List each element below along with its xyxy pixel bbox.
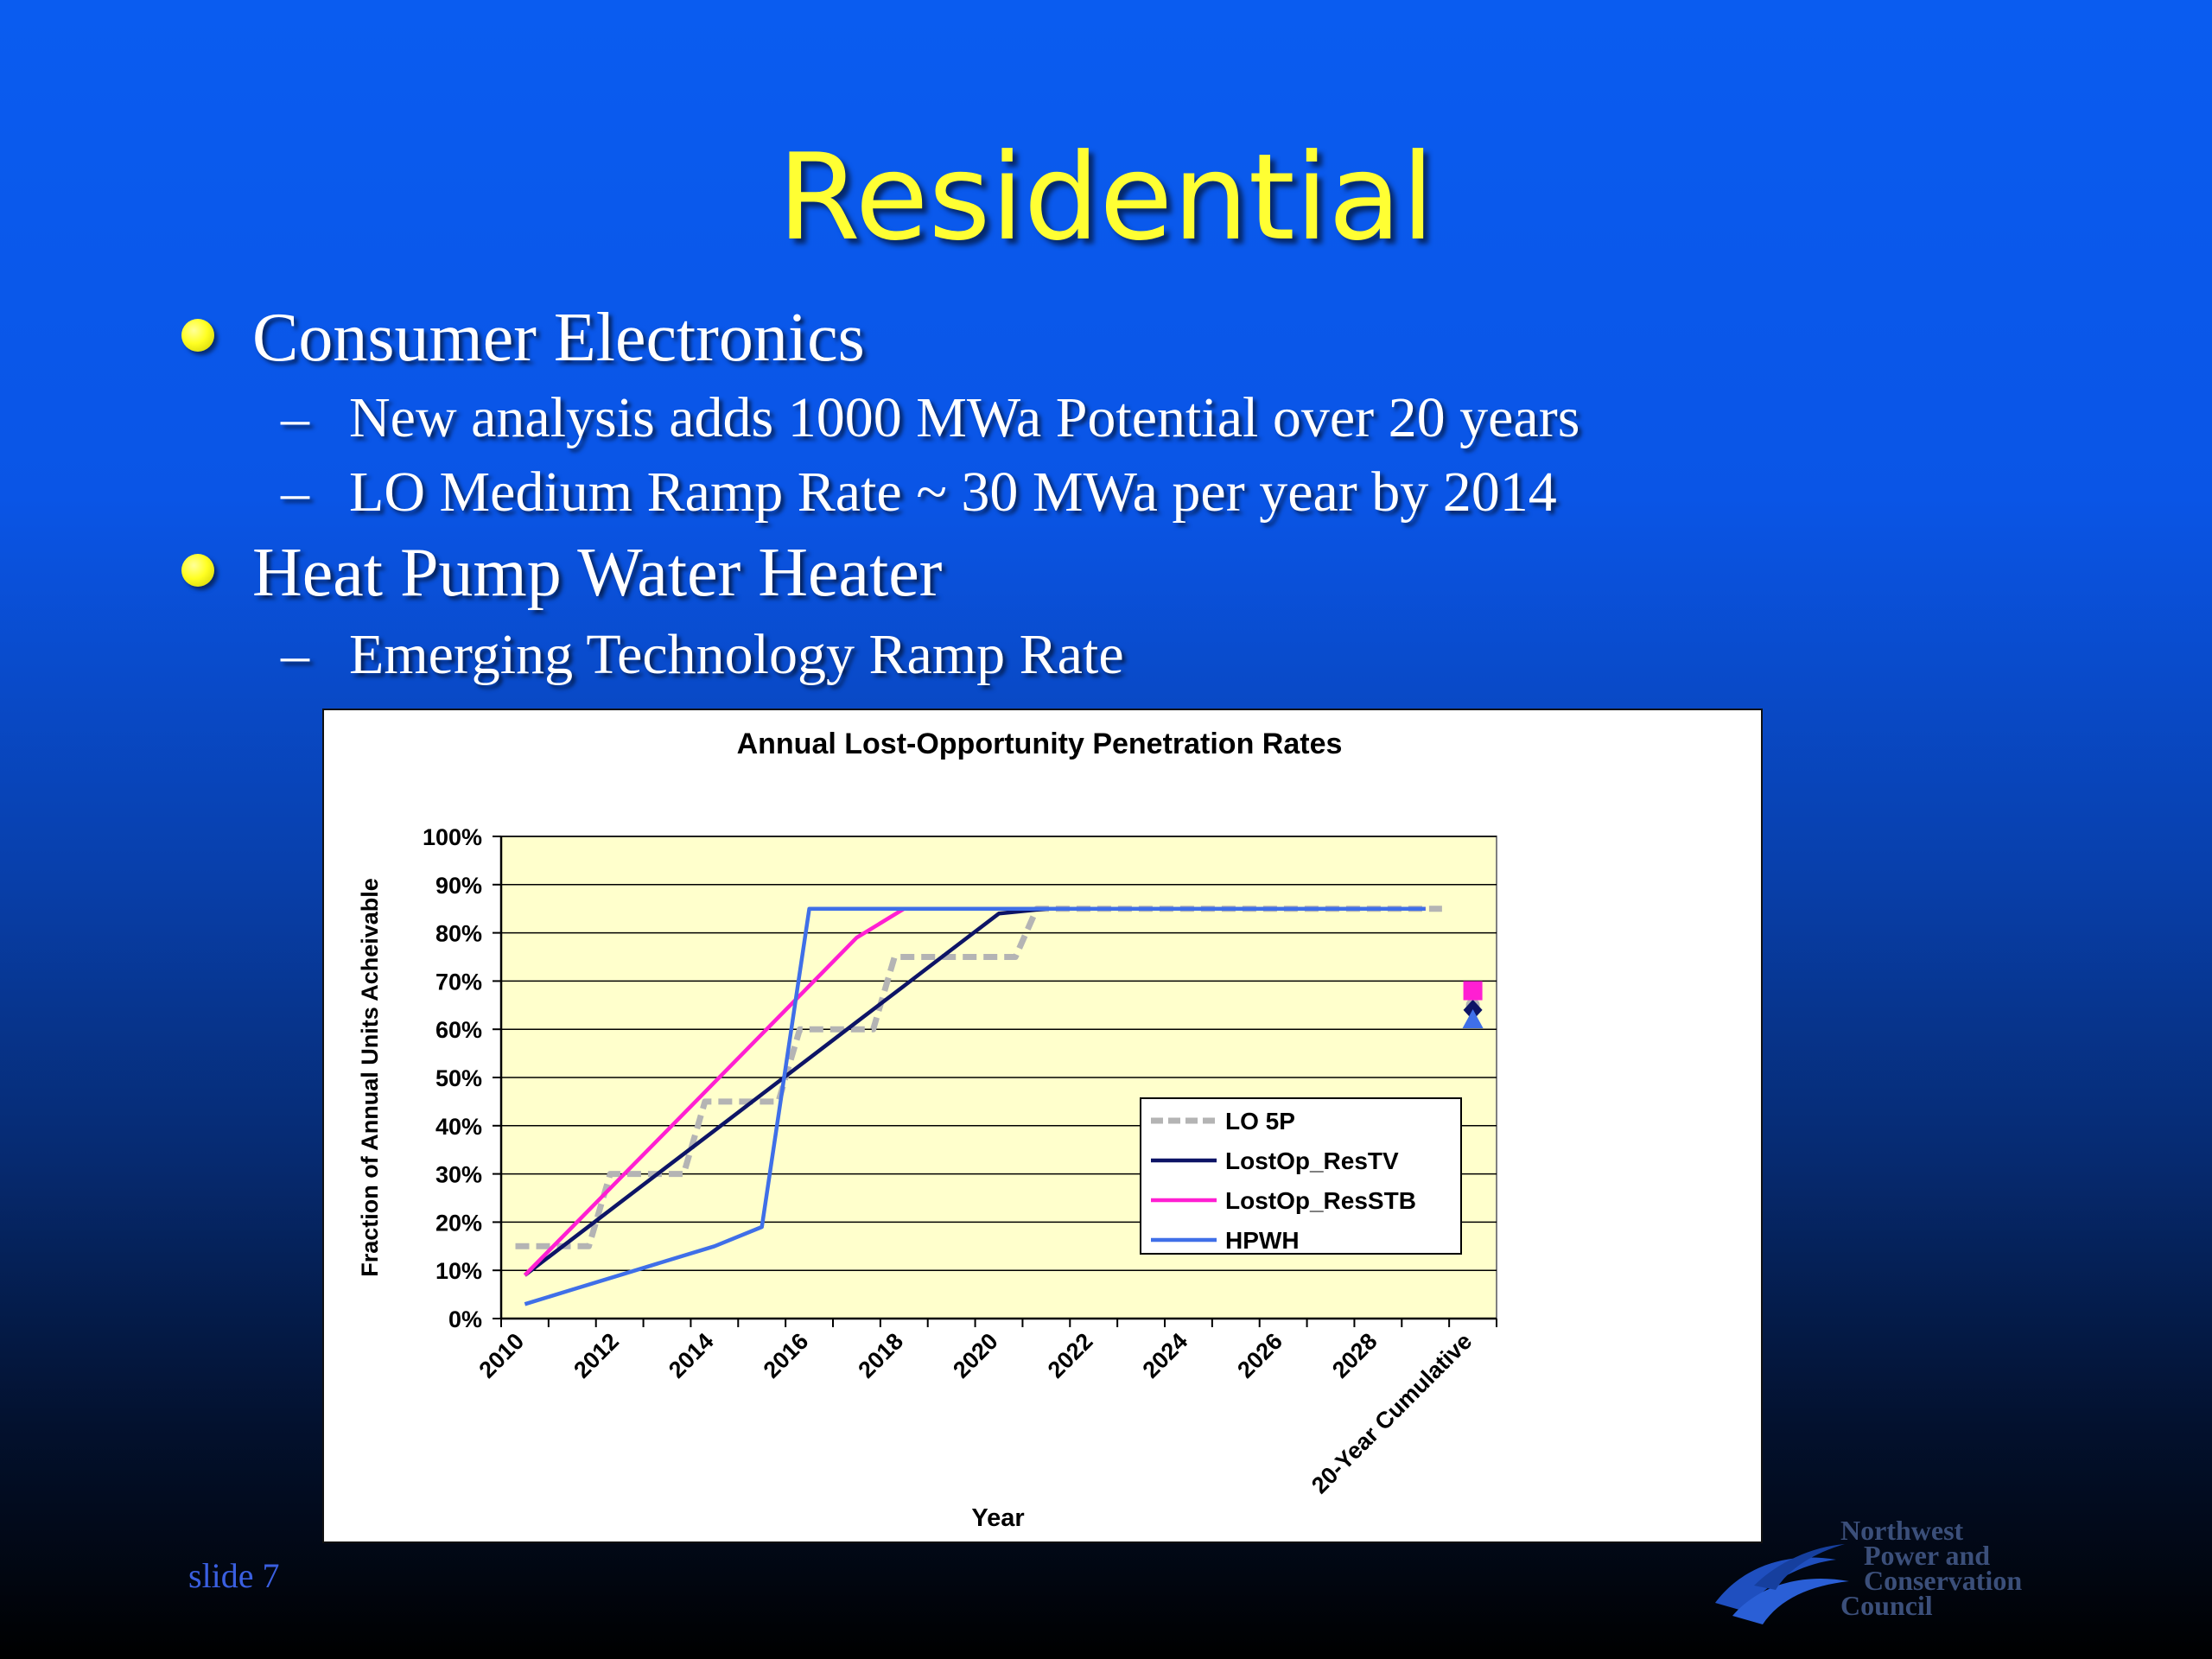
- y-axis-label: Fraction of Annual Units Acheivable: [357, 878, 383, 1277]
- logo-line-2: Power and: [1864, 1540, 1991, 1571]
- y-tick-label: 90%: [435, 873, 482, 899]
- legend-box: [1140, 1097, 1462, 1255]
- legend-label: LostOp_ResTV: [1225, 1147, 1399, 1174]
- penetration-rates-chart: 0% 10% 20% 30% 40% 50% 60% 70% 80% 90% 100% 2010 201…: [357, 728, 1497, 1532]
- chart-container: 0% 10% 20% 30% 40% 50% 60% 70% 80% 90% 100% 2010 201…: [322, 709, 1763, 1543]
- y-tick-label: 40%: [435, 1114, 482, 1140]
- y-tick-label: 0%: [448, 1306, 482, 1332]
- logo-line-1: Northwest: [1840, 1515, 1964, 1546]
- x-tick-label: 2022: [1043, 1328, 1098, 1383]
- cumulative-marker-hpwh: [1462, 1009, 1484, 1029]
- legend-label: HPWH: [1225, 1227, 1300, 1254]
- legend-label: LostOp_ResSTB: [1225, 1187, 1416, 1214]
- y-tick-label: 30%: [435, 1162, 482, 1188]
- series-line-hpwh: [524, 906, 1426, 1306]
- x-tick-label: 2024: [1138, 1328, 1193, 1383]
- x-axis-label: Year: [971, 1504, 1024, 1532]
- x-tick-label: 2012: [569, 1328, 624, 1383]
- y-tick-label: 70%: [435, 969, 482, 995]
- bullet-dot-1: [181, 319, 214, 352]
- y-tick-label: 20%: [435, 1210, 482, 1236]
- y-tick-label: 80%: [435, 921, 482, 947]
- x-tick-label: 2018: [853, 1328, 908, 1383]
- bullet-heat-pump-water-heater: Heat Pump Water Heater: [252, 535, 943, 611]
- x-tick-label: 2026: [1232, 1328, 1287, 1383]
- cumulative-marker-lostop-resstb: [1463, 981, 1483, 1001]
- x-tick-label: 2020: [948, 1328, 1003, 1383]
- x-tick-label: 20-Year Cumulative: [1306, 1328, 1477, 1498]
- x-tick-label: 2016: [759, 1328, 814, 1383]
- slide-title: Residential: [777, 128, 1435, 267]
- wave-logo-icon: [1715, 1544, 1849, 1624]
- y-tick-label: 50%: [435, 1065, 482, 1091]
- y-tick-label: 10%: [435, 1258, 482, 1284]
- chart-title: Annual Lost-Opportunity Penetration Rate…: [737, 728, 1343, 760]
- bullet-dot-2: [181, 554, 214, 587]
- council-logo: Northwest Power and Conservation Council: [1707, 1516, 2069, 1629]
- x-tick-label: 2010: [474, 1328, 530, 1383]
- slide-number: slide 7: [188, 1556, 280, 1595]
- sub-bullet-new-analysis: New analysis adds 1000 MWa Potential ove…: [349, 386, 1580, 449]
- x-tick-label: 2028: [1327, 1328, 1382, 1383]
- sub-bullet-ramp-rate: LO Medium Ramp Rate ~ 30 MWa per year by…: [349, 461, 1557, 524]
- x-tick-label: 2014: [664, 1328, 719, 1383]
- bullet-consumer-electronics: Consumer Electronics: [252, 300, 865, 376]
- dash-1: –: [281, 386, 309, 449]
- logo-line-3: Conservation: [1864, 1565, 2023, 1596]
- dash-3: –: [281, 623, 309, 686]
- y-tick-label: 60%: [435, 1017, 482, 1043]
- sub-bullet-emerging-technology: Emerging Technology Ramp Rate: [349, 623, 1124, 686]
- y-tick-label: 100%: [423, 824, 482, 850]
- legend-label: LO 5P: [1225, 1108, 1295, 1135]
- dash-2: –: [281, 461, 309, 524]
- logo-line-4: Council: [1840, 1590, 1933, 1621]
